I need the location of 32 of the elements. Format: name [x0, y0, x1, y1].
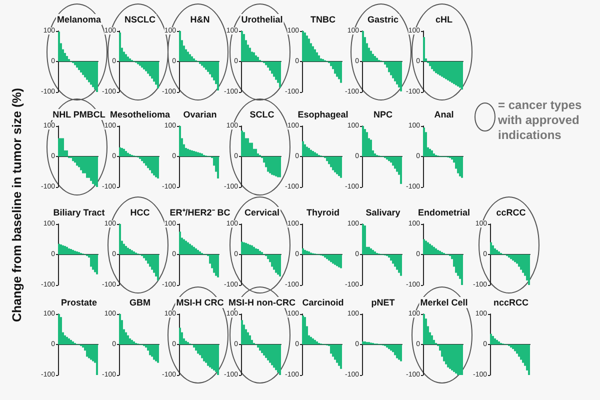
chart-title: pNET: [371, 298, 396, 308]
chart-title: Melanoma: [56, 14, 102, 24]
chart-title: ccRCC: [496, 208, 526, 218]
chart-title: Urothelial: [241, 14, 283, 24]
chart-title: Ovarian: [183, 110, 217, 120]
chart-title: Merkel Cell: [420, 298, 468, 308]
chart-title: SCLC: [250, 110, 275, 120]
chart-title: MSI-H non-CRC: [228, 298, 296, 308]
chart-title: TNBC: [310, 14, 336, 24]
chart-title: HCC: [130, 208, 150, 218]
chart-title: NHL PMBCL: [52, 110, 106, 120]
chart-title: Cervical: [244, 208, 280, 218]
chart-title: Thyroid: [306, 208, 340, 218]
chart-title: H&N: [190, 14, 210, 24]
chart-title: Salivary: [366, 208, 400, 218]
chart-title: MSI-H CRC: [176, 298, 224, 308]
chart-title: Gastric: [367, 14, 399, 24]
text: = cancer types with approved indications: [498, 98, 583, 143]
chart-title: GBM: [130, 298, 150, 308]
chart-title: Prostate: [60, 298, 98, 308]
chart-title: Endometrial: [418, 208, 470, 218]
chart-title: Anal: [434, 110, 454, 120]
chart-title: Biliary Tract: [53, 208, 105, 218]
chart-title: NPC: [373, 110, 393, 120]
chart-title: cHL: [435, 14, 453, 24]
chart-title: ER⁺/HER2⁻ BC: [170, 208, 231, 218]
chart-title: nccRCC: [493, 298, 529, 308]
chart-title: Carcinoid: [302, 298, 344, 308]
chart-title: Mesothelioma: [110, 110, 171, 120]
chart-title: Esophageal: [298, 110, 348, 120]
y-axis-title: Change from baseline in tumor size (%): [10, 88, 24, 322]
chart-title: NSCLC: [124, 14, 156, 24]
